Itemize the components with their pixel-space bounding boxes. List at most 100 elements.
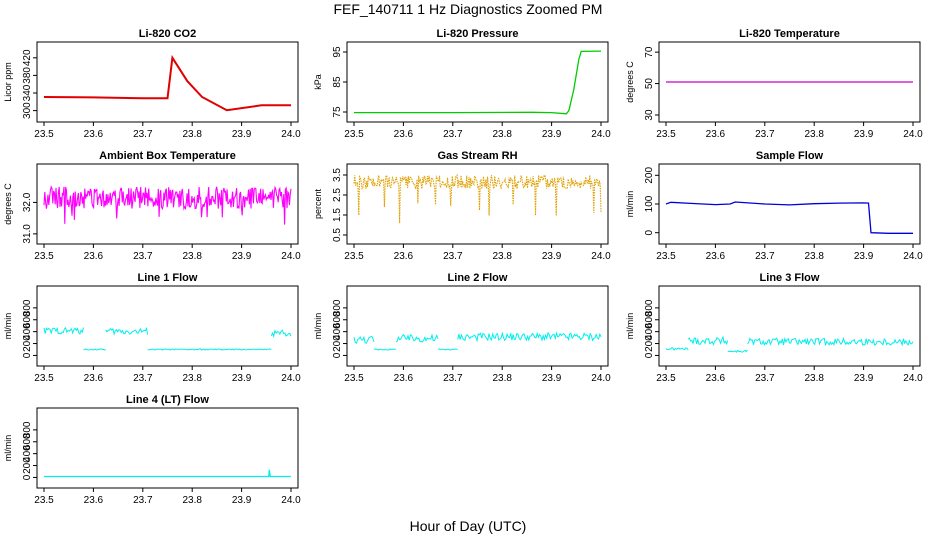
y-tick-label: 75 [332,106,343,118]
x-tick-label: 23.7 [443,373,463,384]
x-tick-label: 23.8 [182,373,202,384]
y-tick-label: 400 [22,445,33,462]
y-axis-label: degrees C [625,61,635,103]
x-tick-label: 24.0 [281,373,301,384]
panel-9: Line 4 (LT) Flow 23.5 23.6 23.7 23.8 23.9 24.0… [3,394,301,506]
y-tick-label: 600 [332,311,343,328]
y-tick-label: 200 [22,457,33,474]
y-tick-label: 200 [22,335,33,352]
x-tick-label: 23.7 [755,129,775,140]
plot-frame [36,163,299,245]
plot-frame [346,163,609,245]
y-tick-label: 800 [332,299,343,316]
x-tick-label: 23.6 [84,373,104,384]
panel-title: Li-820 CO2 [139,28,196,40]
panel-title: Line 1 Flow [138,272,198,284]
x-tick-label: 23.9 [542,373,562,384]
y-tick-label: 400 [22,323,33,340]
series-noise [353,173,602,224]
y-axis-label: degrees C [3,183,13,225]
x-tick-label: 23.6 [394,251,414,262]
y-tick-label: 50 [644,78,655,90]
panel-title: Line 2 Flow [448,272,508,284]
panel-title: Ambient Box Temperature [99,150,236,162]
x-tick-label: 23.7 [443,251,463,262]
x-tick-label: 24.0 [591,251,611,262]
plot-frame [36,41,299,123]
y-tick-label: 800 [644,299,655,316]
y-tick-label: 600 [22,433,33,450]
y-tick-label: 0 [22,352,33,358]
y-axis-label: kPa [313,74,323,90]
x-tick-label: 23.6 [84,251,104,262]
series-band [665,347,689,351]
panel-title: Line 3 Flow [760,272,820,284]
series-band [457,331,602,343]
x-tick-label: 23.6 [84,495,104,506]
x-tick-label: 23.6 [706,373,726,384]
series-band [147,348,272,351]
y-axis-label: ml/min [625,313,635,340]
x-tick-label: 23.9 [232,373,252,384]
x-tick-label: 23.7 [443,129,463,140]
x-tick-label: 24.0 [903,251,923,262]
y-tick-label: 85 [332,76,343,88]
x-tick-label: 23.9 [854,129,874,140]
series-band [727,349,748,353]
panel-title: Sample Flow [756,150,824,162]
panel-title: Li-820 Temperature [739,28,840,40]
x-tick-label: 23.7 [133,251,153,262]
x-tick-label: 23.8 [182,251,202,262]
series-band [105,326,149,336]
x-tick-label: 24.0 [281,495,301,506]
x-tick-label: 23.5 [34,495,54,506]
y-tick-label: 200 [644,167,655,184]
series-band [270,329,292,339]
y-tick-label: 100 [644,195,655,212]
y-tick-label: 200 [332,335,343,352]
y-tick-label: 600 [644,311,655,328]
series-line [44,469,291,478]
x-tick-label: 23.6 [394,129,414,140]
x-tick-label: 23.5 [344,373,364,384]
panel-1: Li-820 Pressure 23.5 23.6 23.7 23.8 23.9 24.0 7… [313,28,611,140]
series-band [687,335,729,346]
x-tick-label: 24.0 [281,251,301,262]
panel-5: Sample Flow 23.5 23.6 23.7 23.8 23.9 24.0 0 100 2… [625,150,923,262]
y-tick-label: 200 [644,335,655,352]
y-tick-label: 0 [644,229,655,235]
series-line [665,201,913,234]
series-band [437,348,458,351]
panel-2: Li-820 Temperature 23.5 23.6 23.7 23.8 23.9 24… [625,28,923,140]
y-tick-label: 600 [22,311,33,328]
series-band [395,333,439,343]
y-tick-label: 95 [332,46,343,58]
y-axis-label: Licor ppm [3,62,13,102]
x-tick-label: 24.0 [903,129,923,140]
plot-frame [36,407,299,489]
panel-7: Line 2 Flow 23.5 23.6 23.7 23.8 23.9 24.0 02004… [313,272,611,384]
y-axis-label: ml/min [313,313,323,340]
panel-3: Ambient Box Temperature 23.5 23.6 23.7 23.8 2… [3,150,301,262]
x-tick-label: 24.0 [591,129,611,140]
y-tick-label: 70 [644,46,655,58]
series-band [747,336,914,347]
x-tick-label: 23.9 [232,251,252,262]
panel-4: Gas Stream RH 23.5 23.6 23.7 23.8 23.9 24.0 0.5… [313,150,611,262]
x-tick-label: 23.7 [133,495,153,506]
y-tick-label: 340 [22,84,33,101]
y-tick-label: 400 [644,323,655,340]
x-tick-label: 23.7 [755,251,775,262]
y-tick-label: 2.5 [332,188,343,202]
x-tick-label: 23.7 [755,373,775,384]
y-tick-label: 400 [332,323,343,340]
y-tick-label: 30 [644,109,655,121]
panel-8: Line 3 Flow 23.5 23.6 23.7 23.8 23.9 24.0 02004… [625,272,923,384]
y-tick-label: 800 [22,421,33,438]
x-tick-label: 23.5 [34,373,54,384]
x-tick-label: 23.5 [34,129,54,140]
y-tick-label: 0.5 [332,228,343,242]
x-tick-label: 23.8 [492,251,512,262]
x-tick-label: 23.5 [656,129,676,140]
